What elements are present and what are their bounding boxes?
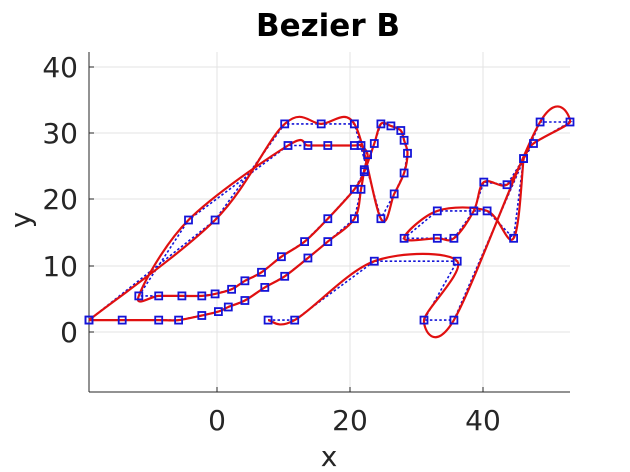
control-point-0-40: [403, 148, 412, 158]
control-point-0-7: [240, 296, 250, 305]
control-point-0-15: [363, 150, 373, 160]
control-point-0-32: [323, 214, 333, 224]
control-point-0-36: [376, 119, 386, 129]
control-point-1-6: [535, 117, 545, 127]
control-point-0-45: [316, 119, 326, 129]
control-point-0-8: [260, 282, 270, 292]
control-point-0-43: [376, 214, 386, 224]
control-point-0-23: [154, 291, 164, 301]
control-point-0-44: [349, 119, 359, 129]
control-point-0-4: [197, 311, 207, 320]
control-point-1-3: [452, 256, 462, 266]
control-point-1-2: [369, 256, 379, 266]
control-point-0-48: [84, 315, 94, 325]
control-point-0-26: [210, 289, 220, 299]
control-point-0-29: [257, 267, 266, 277]
chart-title: Bezier B: [256, 8, 400, 44]
control-point-0-37: [386, 121, 396, 131]
control-point-0-21: [184, 215, 193, 225]
control-point-0-28: [240, 276, 250, 286]
control-point-0-5: [213, 307, 223, 317]
control-point-0-24: [177, 291, 187, 301]
control-point-1-15: [399, 233, 409, 243]
control-point-0-3: [174, 315, 184, 325]
control-point-0-12: [349, 214, 359, 224]
y-tick-label-10: 10: [42, 250, 78, 283]
control-polygon-0: [88, 122, 409, 321]
control-point-1-10: [502, 180, 512, 190]
control-point-0-46: [280, 119, 290, 129]
control-point-0-11: [323, 237, 333, 247]
control-point-0-42: [389, 189, 399, 199]
control-point-0-1: [117, 315, 127, 325]
control-point-0-19: [303, 141, 313, 150]
x-axis-label: x: [321, 440, 338, 472]
control-point-1-13: [449, 233, 459, 243]
control-point-1-11: [479, 177, 489, 187]
y-tick-label-30: 30: [42, 117, 78, 150]
control-point-1-19: [519, 154, 528, 164]
control-point-0-30: [276, 252, 286, 262]
axes: [88, 52, 570, 393]
control-point-1-17: [482, 206, 492, 216]
control-point-1-18: [509, 233, 519, 243]
control-point-1-4: [419, 315, 429, 325]
control-point-0-39: [399, 135, 409, 145]
bezier-curve-1: [267, 105, 572, 339]
control-point-0-18: [323, 141, 333, 150]
grid-lines: [89, 52, 570, 392]
y-tick-label-0: 0: [60, 316, 78, 349]
control-point-0-47: [210, 215, 220, 225]
control-point-0-35: [369, 139, 379, 148]
control-point-1-5: [449, 315, 459, 325]
control-point-0-20: [283, 141, 293, 150]
bezier-curve-0: [88, 115, 409, 322]
control-point-1-7: [565, 117, 575, 127]
control-point-0-27: [227, 284, 237, 294]
control-point-1-1: [290, 315, 300, 325]
control-point-0-25: [197, 291, 207, 301]
x-tick-label-20: 20: [332, 404, 368, 437]
control-point-0-22: [134, 291, 144, 301]
y-tick-label-20: 20: [42, 183, 78, 216]
x-tick-label-40: 40: [465, 404, 501, 437]
control-point-0-10: [303, 253, 313, 263]
control-point-0-41: [399, 168, 409, 178]
tick-labels: 0 20 40 0 10 20 30 40: [42, 51, 500, 437]
control-point-0-2: [154, 315, 164, 325]
series-control-points-A: [263, 105, 575, 339]
control-point-0-17: [349, 141, 359, 150]
series-control-points-outer: [84, 115, 412, 325]
control-point-1-12: [469, 206, 479, 216]
control-point-0-6: [223, 302, 233, 312]
y-axis-label: y: [4, 212, 37, 229]
y-tick-label-40: 40: [42, 51, 78, 84]
control-point-1-14: [432, 233, 442, 243]
control-point-0-31: [300, 237, 310, 247]
control-point-0-9: [280, 271, 290, 281]
control-point-1-8: [529, 139, 538, 148]
control-point-1-16: [432, 206, 442, 216]
control-point-0-33: [349, 184, 359, 194]
plot-area: [84, 105, 575, 339]
x-tick-label-0: 0: [208, 404, 226, 437]
control-point-0-38: [396, 126, 406, 135]
control-point-1-0: [263, 315, 273, 325]
control-point-0-34: [359, 167, 369, 177]
